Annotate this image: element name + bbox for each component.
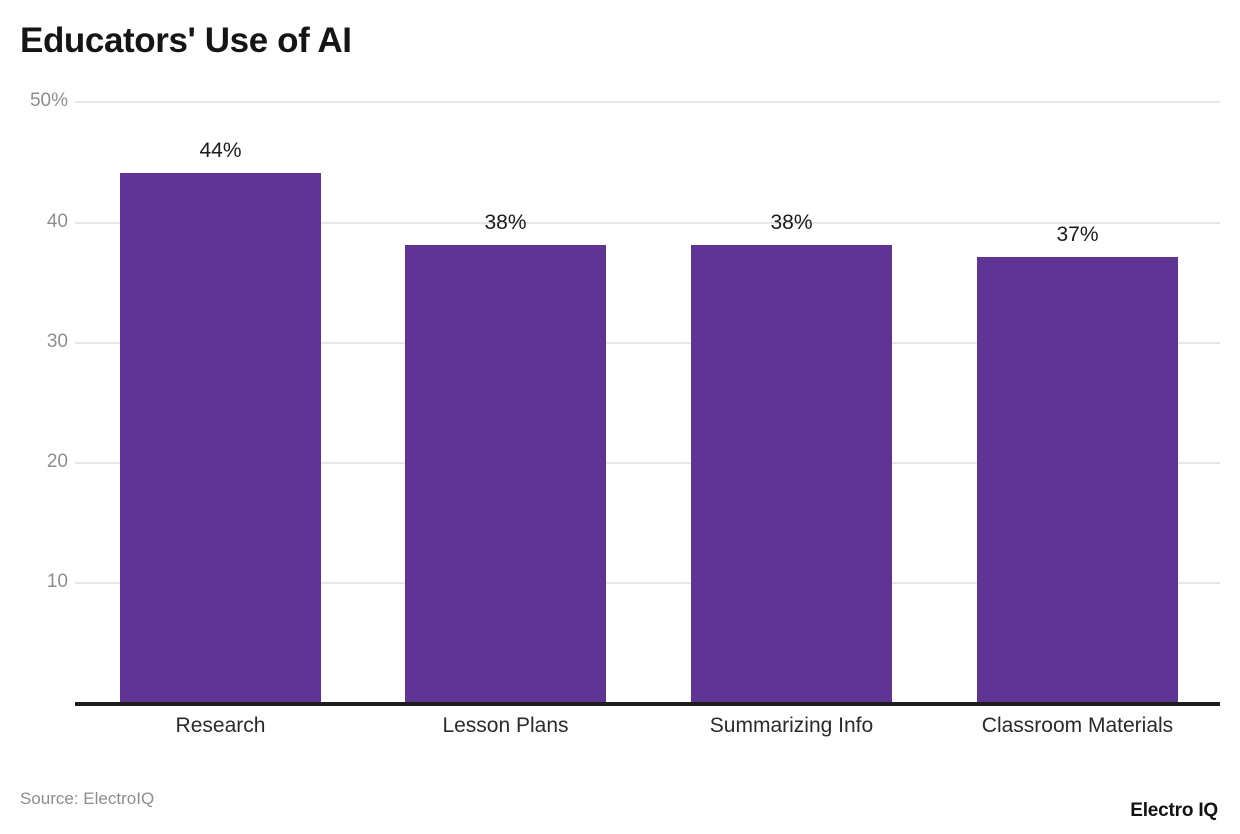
bar-value-lesson-plans: 38% (484, 211, 527, 234)
bar-value-summarizing-info: 38% (770, 211, 813, 234)
gridline-30 (75, 342, 1220, 344)
gridline-40 (75, 222, 1220, 224)
x-axis-baseline (75, 702, 1220, 706)
category-label-lesson-plans: Lesson Plans (442, 714, 569, 737)
bar-research[interactable] (120, 173, 321, 702)
source-note: Source: ElectroIQ (20, 789, 155, 808)
bar-classroom-materials[interactable] (977, 257, 1178, 702)
chart-title: Educators' Use of AI (20, 21, 352, 60)
category-label-research: Research (175, 714, 266, 737)
ytick-label-40: 40 (46, 211, 68, 232)
category-label-classroom-materials: Classroom Materials (981, 714, 1174, 737)
ytick-label-50: 50% (29, 90, 68, 111)
ytick-label-10: 10 (46, 571, 68, 592)
bar-summarizing-info[interactable] (691, 245, 892, 702)
gridline-20 (75, 462, 1220, 464)
category-label-summarizing-info: Summarizing Info (709, 714, 874, 737)
bar-value-classroom-materials: 37% (1056, 223, 1099, 246)
bar-lesson-plans[interactable] (405, 245, 606, 702)
bar-value-research: 44% (199, 139, 242, 162)
ytick-label-30: 30 (46, 331, 68, 352)
ytick-label-20: 20 (46, 451, 68, 472)
brand-logo: Electro IQ (1130, 800, 1218, 821)
gridline-50 (75, 101, 1220, 103)
gridline-10 (75, 582, 1220, 584)
